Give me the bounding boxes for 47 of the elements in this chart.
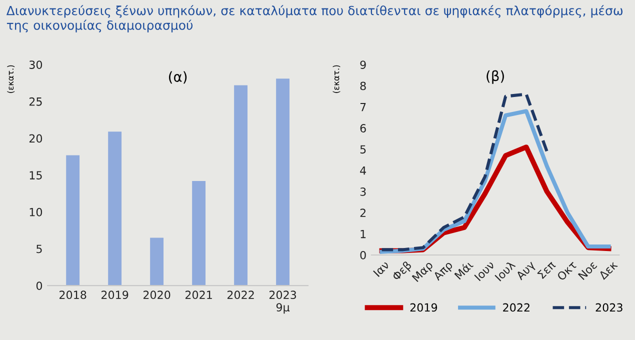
x-tick-label: Μάι (454, 260, 474, 280)
y-tick-label: 0 (360, 250, 366, 260)
chart-title: (β) (486, 70, 504, 84)
y-tick-label: 5 (360, 145, 366, 154)
x-tick-label: 2021 (185, 290, 212, 300)
x-tick-label: Νοε (578, 260, 598, 280)
x-tick-label: Ιουν (474, 260, 495, 282)
y-axis-title: (εκατ.) (332, 65, 340, 93)
x-tick-label: Οκτ (556, 260, 578, 282)
y-tick-label: 9 (360, 60, 366, 69)
y-tick-label: 6 (360, 124, 366, 132)
y-tick-label: 0 (36, 282, 42, 290)
y-tick-label: 5 (36, 244, 42, 254)
line-series (380, 92, 548, 252)
bar (108, 132, 122, 286)
x-tick-label: 2019 (101, 290, 128, 300)
bar (150, 238, 164, 286)
x-tick-label: 2023 9μ (269, 290, 296, 314)
y-tick-label: 3 (360, 188, 366, 196)
x-tick-label: 2018 (59, 290, 86, 300)
text: Διανυκτερεύσεις ξένων υπηκόων, σε καταλύματα που διατίθενται σε ψηφιακές πλατφόρμες, μέσω της οικονομίας διαμοιρασμού (6, 5, 623, 32)
chart-title: (α) (168, 71, 187, 84)
x-tick-label: Ιαν (373, 260, 390, 278)
x-tick-label: 2020 (143, 290, 170, 300)
y-tick-label: 25 (29, 97, 42, 106)
y-axis-title: (εκατ.) (7, 65, 15, 93)
x-tick-label: Σεπ (537, 260, 556, 280)
bar (66, 155, 80, 286)
y-tick-label: 10 (30, 208, 42, 216)
x-tick-label: Απρ (432, 260, 455, 282)
legend-label: 2022 (503, 303, 530, 312)
y-tick-label: 7 (360, 103, 366, 112)
y-tick-label: 2 (360, 208, 366, 217)
legend-label: 2023 (596, 303, 622, 312)
bar (234, 85, 248, 286)
bar (276, 78, 290, 286)
y-tick-label: 8 (360, 82, 366, 90)
y-tick-label: 20 (29, 134, 42, 143)
x-tick-label: 2022 (227, 290, 254, 300)
y-tick-label: 15 (30, 171, 42, 180)
y-tick-label: 4 (360, 166, 366, 175)
y-tick-label: 30 (29, 60, 42, 69)
legend-label: 2019 (410, 303, 438, 312)
y-tick-label: 1 (360, 230, 366, 238)
x-tick-label: Φεβ (391, 260, 414, 283)
x-tick-label: Δεκ (598, 260, 618, 280)
bar (192, 180, 206, 286)
